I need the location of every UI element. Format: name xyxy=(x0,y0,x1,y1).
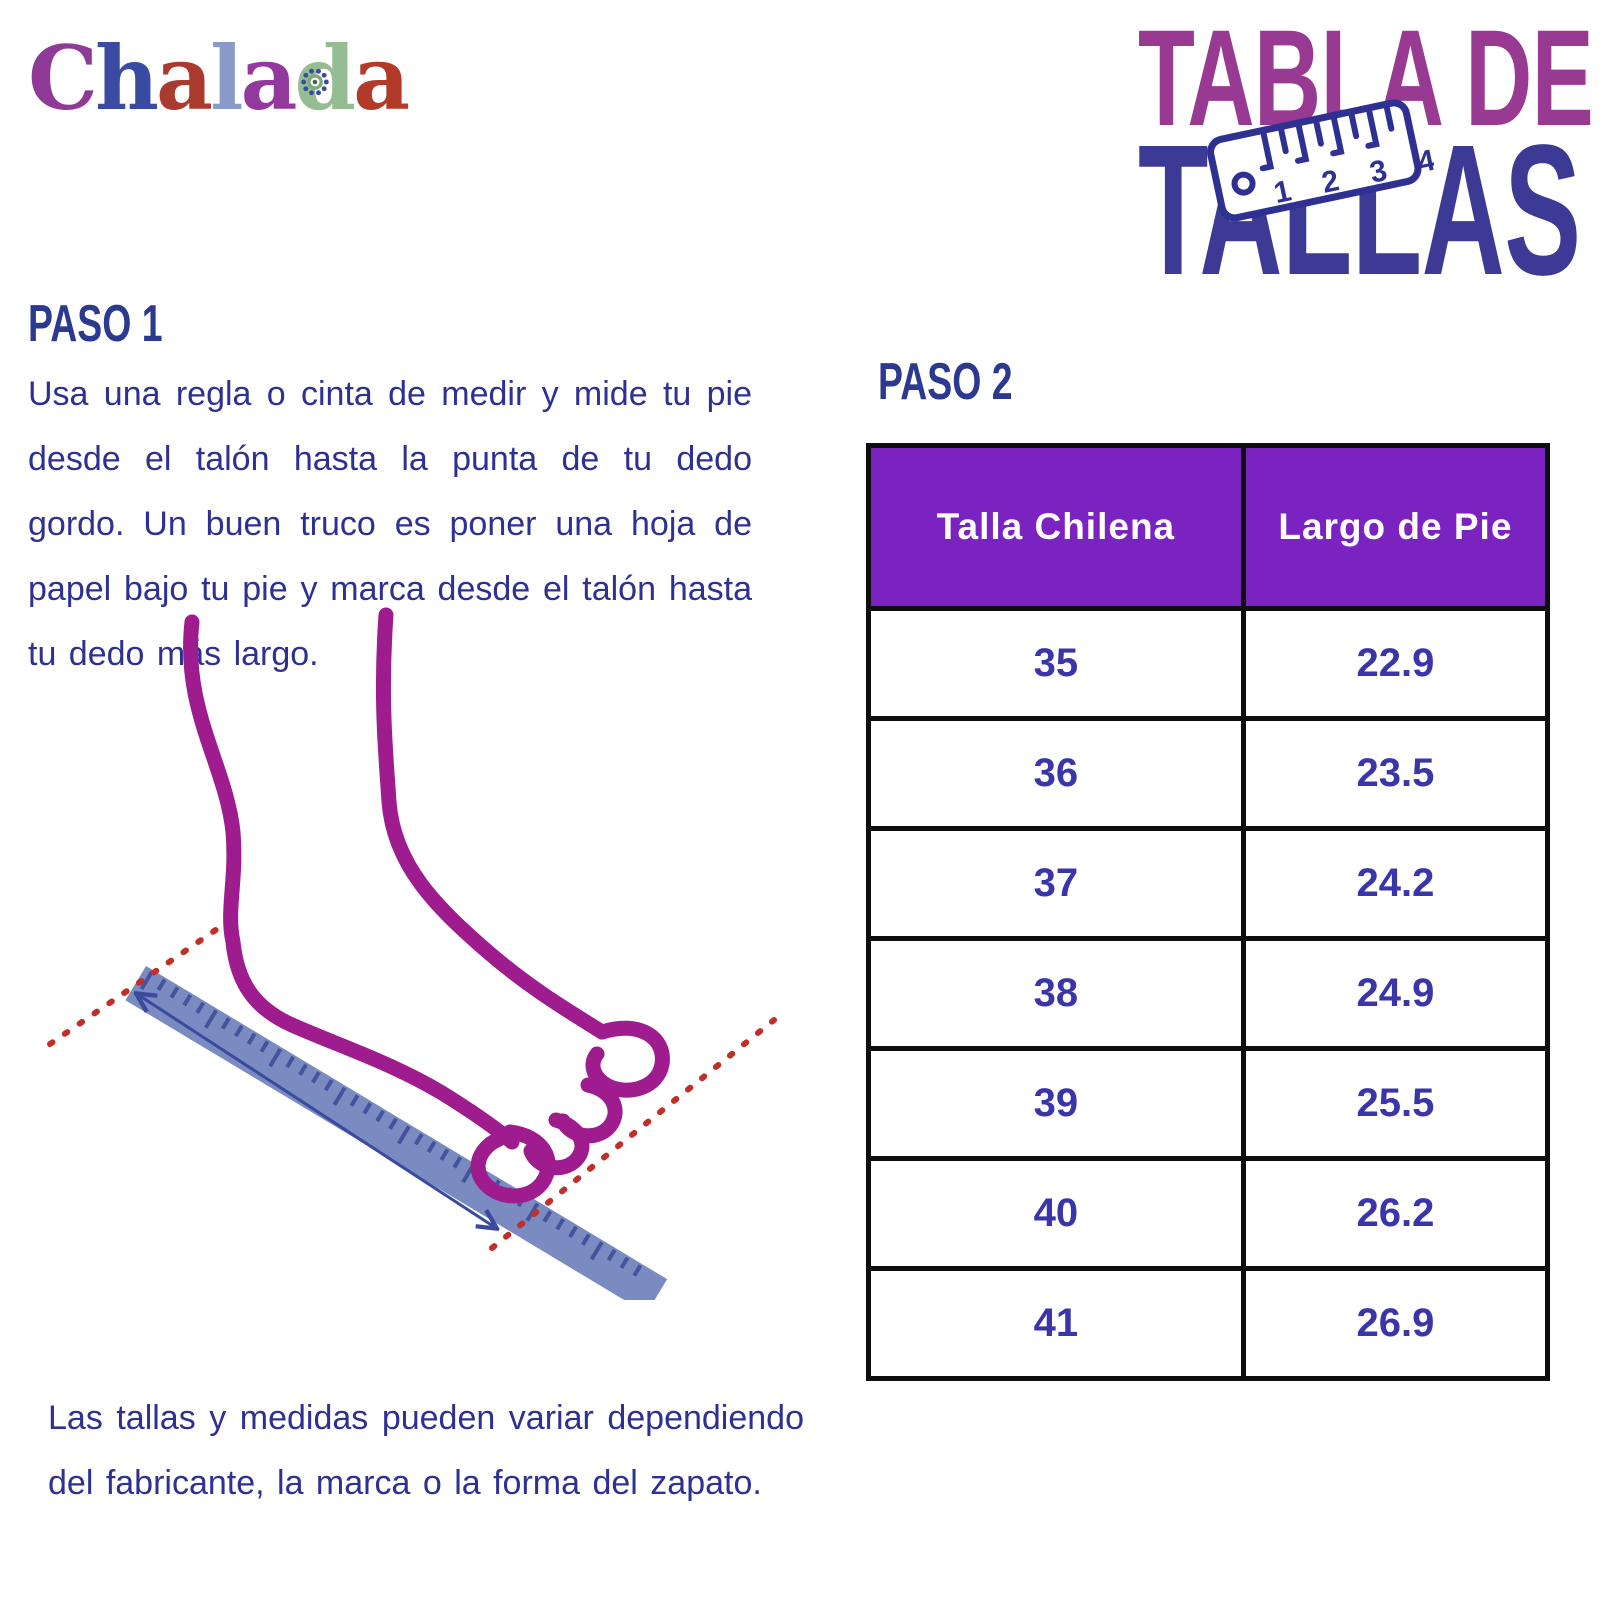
ruler-icon: 1 2 3 4 xyxy=(1207,99,1434,222)
size-table: Talla Chilena Largo de Pie 35 22.9 36 23… xyxy=(866,443,1551,1381)
table-row: 36 23.5 xyxy=(866,716,1551,831)
table-row: 38 24.9 xyxy=(866,936,1551,1051)
paso1-heading: PASO 1 xyxy=(28,295,163,353)
brand-logo: Chalad a xyxy=(28,26,410,130)
logo-letter: C xyxy=(28,26,98,130)
column-header-largo-de-pie: Largo de Pie xyxy=(1240,443,1551,611)
talla-cell: 41 xyxy=(866,1266,1246,1381)
logo-letter: a xyxy=(156,26,213,130)
table-row: 40 26.2 xyxy=(866,1156,1551,1271)
talla-cell: 39 xyxy=(866,1046,1246,1161)
foot-illustration xyxy=(47,607,777,1300)
table-row: 35 22.9 xyxy=(866,606,1551,721)
talla-cell: 38 xyxy=(866,936,1246,1051)
paso1-instructions: Usa una regla o cinta de medir y mide tu… xyxy=(28,375,752,673)
paso2-heading: PASO 2 xyxy=(878,353,1013,411)
logo-letter: a xyxy=(240,26,298,130)
talla-cell: 36 xyxy=(866,716,1246,831)
disclaimer-text: Las tallas y medidas pueden variar depen… xyxy=(48,1399,804,1502)
largo-cell: 25.5 xyxy=(1240,1046,1551,1161)
largo-cell: 22.9 xyxy=(1240,606,1551,721)
table-header-row: Talla Chilena Largo de Pie xyxy=(866,443,1551,611)
double-arrow-icon xyxy=(137,994,496,1228)
talla-cell: 37 xyxy=(866,826,1246,941)
column-header-talla-chilena: Talla Chilena xyxy=(866,443,1246,611)
toe-guide-dotted-line xyxy=(489,1017,777,1251)
logo-letter: a xyxy=(353,26,410,130)
heel-guide-dotted-line xyxy=(47,913,239,1047)
table-row: 39 25.5 xyxy=(866,1046,1551,1161)
logo-letter: h xyxy=(95,26,159,130)
largo-cell: 26.2 xyxy=(1240,1156,1551,1271)
logo-letter: l xyxy=(210,26,243,130)
largo-cell: 24.2 xyxy=(1240,826,1551,941)
foot-outline xyxy=(183,607,670,1204)
table-row: 37 24.2 xyxy=(866,826,1551,941)
talla-cell: 35 xyxy=(866,606,1246,721)
talla-cell: 40 xyxy=(866,1156,1246,1271)
largo-cell: 24.9 xyxy=(1240,936,1551,1051)
table-row: 41 26.9 xyxy=(866,1266,1551,1381)
logo-letter: d xyxy=(294,26,357,130)
flower-icon xyxy=(300,68,329,96)
largo-cell: 23.5 xyxy=(1240,716,1551,831)
largo-cell: 26.9 xyxy=(1240,1266,1551,1381)
